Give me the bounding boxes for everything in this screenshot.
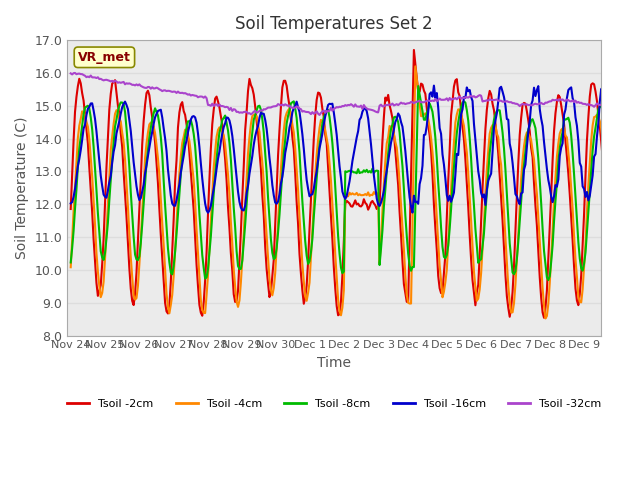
Legend: Tsoil -2cm, Tsoil -4cm, Tsoil -8cm, Tsoil -16cm, Tsoil -32cm: Tsoil -2cm, Tsoil -4cm, Tsoil -8cm, Tsoi… — [63, 395, 606, 413]
Tsoil -2cm — [459, 124, 467, 130]
Tsoil -4cm — [540, 303, 548, 309]
Tsoil -2cm — [102, 165, 110, 170]
Tsoil -32cm — [71, 70, 79, 76]
Tsoil -16cm — [614, 187, 622, 193]
Tsoil -16cm — [613, 195, 621, 201]
Tsoil -8cm — [540, 248, 548, 254]
Tsoil -8cm — [86, 106, 93, 111]
Tsoil -32cm — [613, 99, 621, 105]
Tsoil -16cm — [541, 153, 549, 158]
Tsoil -8cm — [613, 257, 621, 263]
Tsoil -32cm — [67, 71, 74, 76]
Tsoil -8cm — [414, 83, 422, 89]
Line: Tsoil -8cm: Tsoil -8cm — [70, 86, 618, 280]
Tsoil -2cm — [613, 240, 621, 245]
Y-axis label: Soil Temperature (C): Soil Temperature (C) — [15, 117, 29, 259]
Tsoil -8cm — [349, 168, 356, 174]
Line: Tsoil -2cm: Tsoil -2cm — [70, 50, 618, 318]
Text: VR_met: VR_met — [78, 51, 131, 64]
Tsoil -16cm — [67, 201, 74, 206]
Tsoil -32cm — [104, 77, 112, 83]
Tsoil -16cm — [204, 210, 212, 216]
Tsoil -2cm — [410, 47, 418, 53]
Tsoil -16cm — [102, 195, 110, 201]
Tsoil -8cm — [614, 249, 622, 254]
Tsoil -32cm — [460, 95, 468, 101]
Tsoil -4cm — [349, 191, 356, 196]
Tsoil -4cm — [614, 256, 622, 262]
Tsoil -4cm — [412, 63, 419, 69]
Tsoil -4cm — [67, 264, 74, 270]
Tsoil -4cm — [102, 228, 110, 234]
Tsoil -8cm — [459, 100, 467, 106]
Line: Tsoil -16cm: Tsoil -16cm — [70, 85, 618, 213]
Line: Tsoil -4cm: Tsoil -4cm — [70, 66, 618, 318]
X-axis label: Time: Time — [317, 356, 351, 370]
Tsoil -16cm — [460, 94, 468, 100]
Tsoil -32cm — [614, 99, 622, 105]
Tsoil -4cm — [459, 117, 467, 122]
Line: Tsoil -32cm: Tsoil -32cm — [70, 73, 618, 115]
Tsoil -32cm — [87, 72, 95, 78]
Tsoil -8cm — [67, 260, 74, 265]
Tsoil -2cm — [614, 203, 622, 208]
Tsoil -4cm — [613, 276, 621, 282]
Tsoil -2cm — [67, 206, 74, 212]
Tsoil -8cm — [102, 236, 110, 241]
Tsoil -2cm — [349, 204, 356, 210]
Tsoil -4cm — [86, 136, 93, 142]
Title: Soil Temperatures Set 2: Soil Temperatures Set 2 — [236, 15, 433, 33]
Tsoil -32cm — [316, 112, 323, 118]
Tsoil -16cm — [350, 150, 358, 156]
Tsoil -8cm — [545, 277, 552, 283]
Tsoil -16cm — [430, 83, 438, 88]
Tsoil -2cm — [86, 165, 93, 170]
Tsoil -2cm — [540, 315, 548, 321]
Tsoil -32cm — [351, 102, 359, 108]
Tsoil -32cm — [541, 100, 549, 106]
Tsoil -2cm — [541, 305, 549, 311]
Tsoil -4cm — [541, 315, 549, 321]
Tsoil -16cm — [86, 104, 93, 110]
